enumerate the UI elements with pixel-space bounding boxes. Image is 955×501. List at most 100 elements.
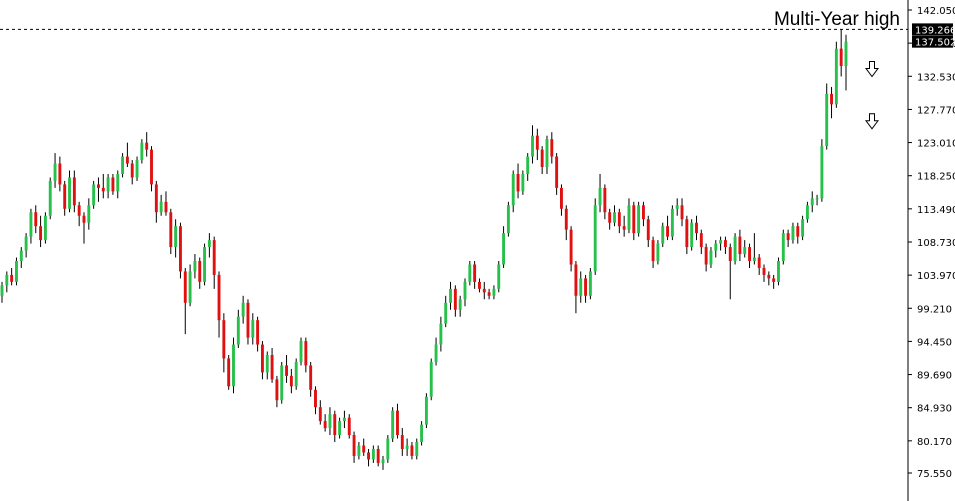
y-tick-label: 132.530: [917, 72, 955, 83]
candle-body: [502, 233, 506, 265]
candle-body: [314, 389, 317, 408]
candle-body: [781, 233, 785, 261]
candle-body: [777, 260, 780, 282]
y-tick-label: 127.770: [917, 105, 955, 116]
candle-body: [347, 417, 351, 436]
candle-body: [757, 257, 761, 268]
y-tick-label: 80.170: [917, 437, 952, 448]
candle-body: [236, 316, 240, 345]
candle-body: [478, 281, 481, 289]
candle-body: [613, 212, 616, 223]
candle-body: [285, 365, 288, 376]
candle-body: [506, 205, 510, 234]
y-tick-label: 94.450: [917, 337, 952, 348]
candle-body: [540, 149, 544, 168]
candle-body: [690, 222, 694, 248]
candle-body: [106, 177, 110, 192]
price-tag-label: 137.502: [915, 38, 955, 49]
candle-body: [743, 247, 747, 255]
candle-body: [762, 267, 766, 275]
candle-body: [183, 271, 187, 303]
candle-body: [391, 410, 395, 439]
y-tick-label: 123.010: [917, 139, 955, 150]
candle-body: [748, 247, 751, 261]
candle-body: [376, 448, 380, 463]
candle-body: [521, 173, 525, 192]
candle-body: [222, 320, 226, 359]
price-tag: [912, 23, 953, 36]
candle-body: [328, 414, 332, 429]
candle-body: [733, 236, 737, 261]
candle-body: [309, 365, 313, 390]
candle-body: [304, 341, 308, 366]
candle-body: [77, 205, 81, 216]
candle-body: [5, 274, 9, 286]
candle-body: [164, 201, 168, 213]
candle-body: [251, 320, 255, 338]
candle-body: [217, 274, 221, 321]
candle-body: [839, 48, 843, 67]
candle-body: [637, 205, 641, 234]
candle-body: [434, 344, 438, 362]
candle-body: [579, 278, 583, 296]
candle-body: [675, 205, 679, 209]
candle-body: [810, 198, 814, 206]
candle-body: [256, 320, 260, 345]
candle-body: [415, 442, 419, 456]
candle-body: [825, 93, 829, 147]
candle-body: [34, 212, 38, 227]
candle-body: [294, 361, 298, 387]
candle-body: [58, 163, 62, 185]
candle-body: [357, 445, 361, 456]
price-tags: 139.266 137.502: [912, 23, 955, 49]
candle-body: [834, 48, 838, 105]
candle-body: [844, 41, 848, 67]
candle-body: [53, 163, 57, 181]
candle-body: [791, 226, 795, 241]
candle-body: [796, 226, 800, 237]
candle-body: [48, 180, 52, 216]
candle-body: [603, 187, 607, 213]
candle-body: [82, 215, 86, 223]
candle-body: [801, 219, 805, 237]
candle-body: [169, 212, 173, 248]
candle-body: [140, 142, 144, 161]
y-tick-label: 84.930: [917, 404, 952, 415]
candle-body: [661, 226, 665, 244]
candle-body: [685, 219, 689, 248]
candle-body: [92, 184, 96, 206]
candle-body: [198, 260, 202, 282]
candle-body: [362, 445, 366, 453]
candle-body: [0, 285, 4, 296]
candle-body: [125, 156, 129, 164]
candle-body: [396, 410, 399, 436]
y-tick-label: 89.690: [917, 371, 952, 382]
candle-body: [704, 247, 708, 265]
y-tick-label: 113.490: [917, 205, 955, 216]
candle-body: [193, 260, 197, 272]
candle-body: [24, 236, 28, 251]
y-tick-label: 75.550: [917, 469, 952, 480]
candle-body: [410, 445, 414, 456]
candle-body: [10, 274, 14, 282]
y-tick-label: 103.970: [917, 271, 955, 282]
candle-body: [97, 184, 100, 188]
candle-body: [820, 146, 824, 199]
candle-body: [338, 421, 342, 436]
candle-body: [651, 240, 655, 261]
candle-body: [526, 156, 530, 174]
candle-body: [299, 341, 303, 362]
candle-body: [550, 139, 554, 157]
candle-body: [429, 361, 433, 397]
candle-body: [342, 417, 346, 422]
candle-body: [670, 208, 674, 237]
candle-body: [564, 208, 568, 230]
candle-body: [511, 173, 515, 206]
candle-body: [289, 375, 293, 387]
candle-body: [212, 240, 216, 275]
candle-body: [19, 250, 23, 261]
candle-body: [593, 205, 597, 272]
y-tick-label: 99.210: [917, 304, 952, 315]
candle-body: [121, 156, 125, 174]
